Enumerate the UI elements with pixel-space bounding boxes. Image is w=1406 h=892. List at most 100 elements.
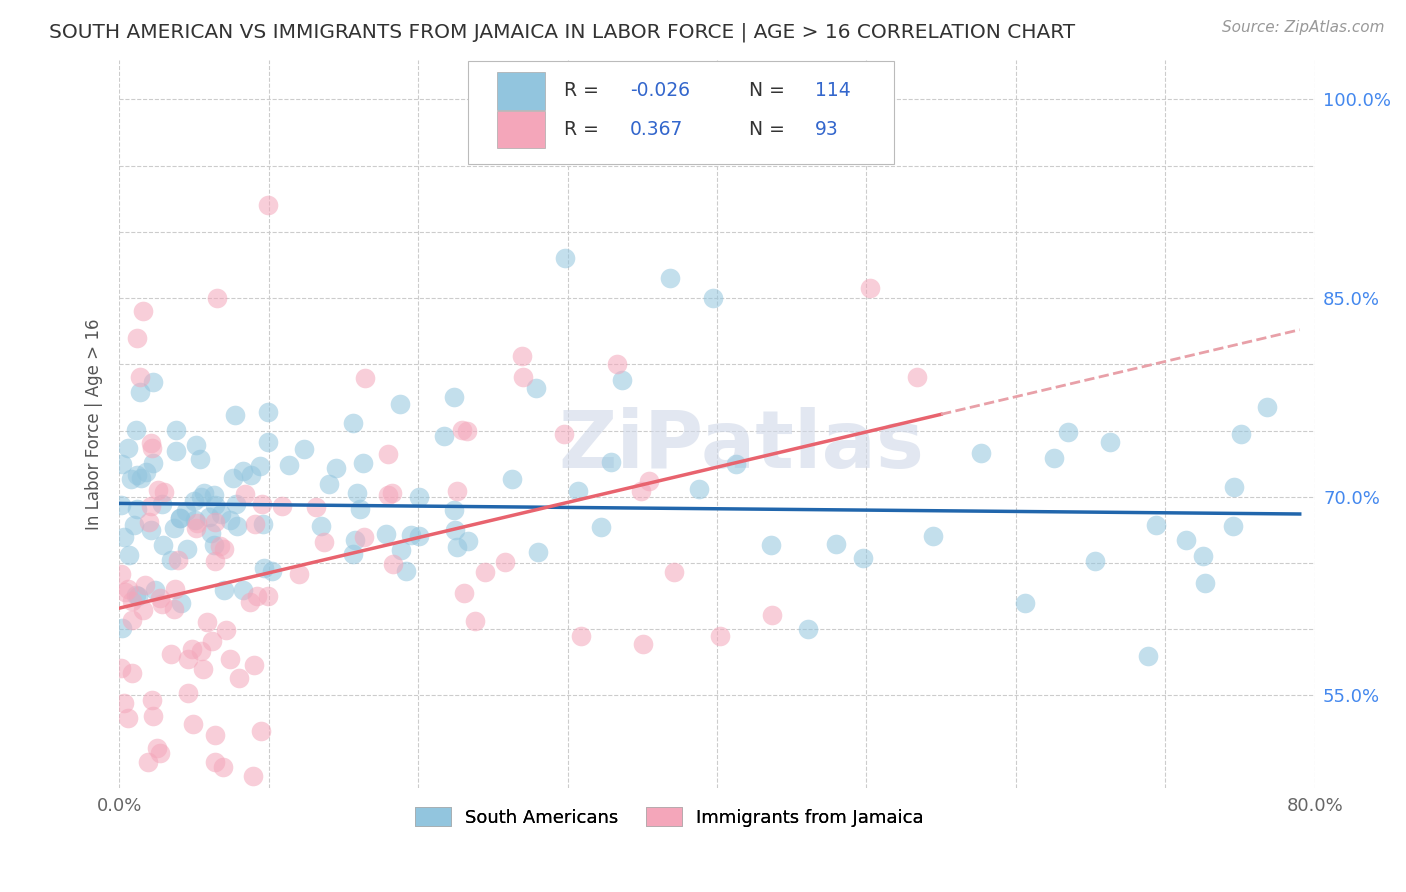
Point — [288, 567, 311, 582]
Point — [174, 504, 197, 518]
Point — [120, 472, 142, 486]
FancyBboxPatch shape — [468, 61, 894, 164]
Point — [446, 483, 468, 498]
Point — [395, 564, 418, 578]
Point — [149, 591, 172, 605]
Point — [759, 538, 782, 552]
Point — [190, 644, 212, 658]
Point — [399, 527, 422, 541]
Point — [709, 629, 731, 643]
Point — [121, 665, 143, 680]
Point — [825, 537, 848, 551]
Point — [257, 405, 280, 419]
Point — [457, 534, 479, 549]
Point — [170, 596, 193, 610]
Point — [219, 652, 242, 666]
Point — [450, 423, 472, 437]
FancyBboxPatch shape — [496, 72, 546, 110]
Point — [146, 483, 169, 497]
Point — [184, 521, 207, 535]
Point — [208, 540, 231, 554]
Point — [970, 446, 993, 460]
Y-axis label: In Labor Force | Age > 16: In Labor Force | Age > 16 — [86, 318, 103, 530]
Point — [453, 585, 475, 599]
Point — [184, 438, 207, 452]
Point — [233, 487, 256, 501]
Point — [212, 760, 235, 774]
Point — [165, 423, 187, 437]
Point — [112, 530, 135, 544]
Point — [163, 582, 186, 597]
Point — [905, 370, 928, 384]
Point — [252, 516, 274, 531]
Point — [153, 485, 176, 500]
Point — [292, 442, 315, 456]
Point — [212, 542, 235, 557]
Point — [166, 553, 188, 567]
Point — [163, 602, 186, 616]
Point — [662, 566, 685, 580]
Point — [127, 502, 149, 516]
Point — [325, 461, 347, 475]
Point — [389, 397, 412, 411]
Point — [204, 554, 226, 568]
Point — [177, 686, 200, 700]
Point — [149, 746, 172, 760]
Point — [224, 408, 246, 422]
Point — [127, 590, 149, 604]
Point — [631, 636, 654, 650]
Text: SOUTH AMERICAN VS IMMIGRANTS FROM JAMAICA IN LABOR FORCE | AGE > 16 CORRELATION : SOUTH AMERICAN VS IMMIGRANTS FROM JAMAIC… — [49, 22, 1076, 42]
Point — [169, 511, 191, 525]
Point — [688, 482, 710, 496]
Point — [209, 507, 232, 521]
Point — [446, 540, 468, 554]
Text: -0.026: -0.026 — [630, 81, 690, 101]
Text: Source: ZipAtlas.com: Source: ZipAtlas.com — [1222, 20, 1385, 35]
Point — [219, 513, 242, 527]
Point — [353, 371, 375, 385]
Point — [132, 602, 155, 616]
Point — [142, 376, 165, 390]
Point — [1098, 434, 1121, 449]
Point — [389, 543, 412, 558]
Point — [1256, 400, 1278, 414]
Point — [380, 486, 402, 500]
Point — [311, 519, 333, 533]
Point — [191, 662, 214, 676]
Point — [195, 615, 218, 630]
Point — [204, 728, 226, 742]
Point — [141, 441, 163, 455]
Point — [510, 349, 533, 363]
Point — [181, 642, 204, 657]
Point — [142, 708, 165, 723]
Point — [110, 567, 132, 582]
Point — [200, 525, 222, 540]
Point — [221, 471, 243, 485]
Point — [659, 271, 682, 285]
Point — [630, 483, 652, 498]
Point — [1194, 576, 1216, 591]
Point — [129, 370, 152, 384]
Point — [443, 503, 465, 517]
Point — [132, 304, 155, 318]
Point — [569, 629, 592, 643]
Point — [177, 652, 200, 666]
Point — [382, 557, 405, 571]
Point — [150, 497, 173, 511]
Point — [141, 692, 163, 706]
Point — [141, 436, 163, 450]
Point — [125, 331, 148, 345]
Point — [524, 381, 547, 395]
Point — [146, 741, 169, 756]
Point — [353, 530, 375, 544]
Point — [922, 529, 945, 543]
Point — [139, 523, 162, 537]
Point — [125, 588, 148, 602]
Point — [125, 423, 148, 437]
Text: 0.367: 0.367 — [630, 120, 683, 139]
Point — [318, 476, 340, 491]
Point — [110, 457, 132, 471]
Point — [1222, 519, 1244, 533]
Point — [142, 456, 165, 470]
Point — [501, 472, 523, 486]
